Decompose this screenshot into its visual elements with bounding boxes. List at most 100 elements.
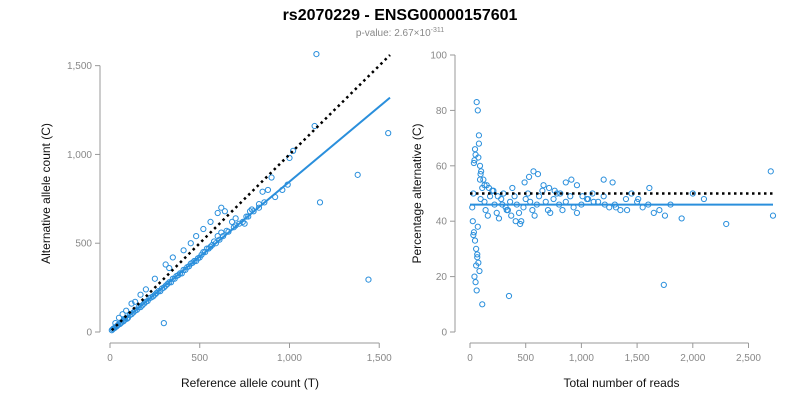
right-data-point: [478, 168, 485, 175]
right-data-point: [471, 273, 478, 280]
left-data-point: [166, 264, 173, 272]
right-panel-scatter: 0 500 1,000 1,500 2,000 2,500 0 20 40 60 80 100 Tota…: [410, 51, 777, 390]
right-x-tick-label: 2,500: [736, 353, 761, 364]
left-data-point: [216, 236, 223, 243]
right-data-point: [559, 207, 566, 214]
left-y-tick-label: 1,500: [67, 61, 92, 72]
left-data-point: [261, 199, 268, 206]
left-data-point: [137, 291, 144, 298]
right-data-point: [579, 193, 586, 200]
right-data-point: [471, 146, 479, 153]
right-data-point: [567, 193, 574, 200]
right-data-point: [769, 212, 777, 219]
left-data-point: [289, 147, 297, 154]
right-data-point: [678, 215, 685, 222]
left-data-point: [115, 314, 123, 321]
right-data-point: [557, 190, 564, 197]
right-data-point: [521, 179, 528, 186]
left-y-tick-label: 500: [75, 239, 92, 250]
right-data-point: [635, 195, 642, 203]
right-data-point: [573, 209, 581, 216]
left-x-tick-label: 500: [191, 353, 208, 364]
left-data-point: [202, 248, 209, 256]
left-data-point: [176, 270, 184, 277]
right-data-point: [485, 184, 493, 192]
right-data-point: [689, 190, 696, 197]
right-data-point: [568, 176, 575, 183]
left-x-tick-label: 1,500: [367, 353, 392, 364]
right-data-point: [505, 292, 513, 300]
right-data-point: [547, 209, 554, 216]
left-data-point: [119, 311, 126, 318]
right-data-point: [473, 287, 480, 294]
right-data-point: [661, 212, 669, 219]
right-data-point: [723, 220, 730, 228]
left-data-point: [128, 300, 135, 307]
right-y-tick-label: 0: [441, 328, 447, 339]
left-data-point: [194, 255, 202, 262]
left-y-tick-label: 0: [86, 328, 92, 339]
right-data-point: [473, 98, 480, 106]
left-data-point: [180, 247, 187, 254]
left-data-point: [162, 261, 169, 268]
right-data-point: [609, 179, 616, 186]
right-data-point: [550, 195, 557, 203]
right-data-point: [656, 207, 663, 214]
left-x-tick-label: 1,000: [277, 353, 302, 364]
left-data-point: [153, 289, 160, 297]
right-data-point: [562, 179, 569, 186]
left-data-point: [207, 218, 214, 226]
right-data-point: [660, 281, 667, 289]
left-data-point: [187, 240, 194, 247]
right-data-point: [494, 193, 501, 200]
right-data-point: [600, 176, 607, 183]
left-data-point: [151, 275, 158, 282]
right-data-point: [623, 207, 631, 214]
right-data-point: [470, 229, 477, 236]
right-data-point: [646, 184, 653, 192]
right-y-tick-label: 100: [430, 51, 447, 62]
right-y-tick-label: 60: [436, 161, 448, 172]
right-data-point: [473, 262, 480, 269]
left-data-point: [250, 208, 257, 215]
left-data-point: [241, 220, 248, 227]
right-x-tick-label: 0: [467, 353, 473, 364]
left-data-point: [365, 276, 372, 283]
left-data-point: [385, 130, 392, 137]
left-data-point: [264, 186, 272, 194]
right-data-point: [474, 107, 481, 114]
right-data-point: [700, 195, 708, 203]
right-data-point: [622, 195, 630, 203]
right-data-point: [522, 195, 529, 203]
left-fit-line: [111, 96, 391, 331]
right-data-point: [540, 182, 547, 189]
right-data-point: [535, 193, 543, 200]
left-data-point: [184, 264, 191, 271]
right-data-point: [479, 301, 486, 308]
right-data-point: [584, 195, 592, 203]
chart-subtitle: p-value: 2.67×10-311: [356, 27, 444, 39]
right-data-point: [573, 182, 581, 189]
right-data-point: [495, 215, 503, 222]
right-data-point: [481, 182, 488, 189]
right-y-tick-label: 20: [436, 272, 448, 283]
left-data-point: [112, 320, 119, 327]
right-data-point: [490, 187, 497, 194]
left-data-point: [214, 209, 221, 217]
right-data-point: [473, 245, 480, 252]
right-data-point: [508, 212, 515, 219]
left-data-point: [232, 215, 239, 222]
left-data-point: [255, 204, 263, 211]
right-data-point: [475, 140, 483, 147]
right-data-point: [545, 184, 553, 192]
right-data-point: [476, 267, 483, 275]
left-data-point: [316, 199, 324, 206]
left-x-axis-label: Reference allele count (T): [181, 376, 319, 390]
left-y-tick-label: 1,000: [67, 150, 92, 161]
p-value-exponent: -311: [431, 27, 445, 34]
right-y-axis-label: Percentage alternative (C): [410, 123, 424, 263]
right-y-tick-label: 80: [436, 106, 448, 117]
right-data-point: [512, 218, 519, 225]
left-data-point: [193, 233, 200, 240]
right-data-point: [589, 190, 596, 197]
